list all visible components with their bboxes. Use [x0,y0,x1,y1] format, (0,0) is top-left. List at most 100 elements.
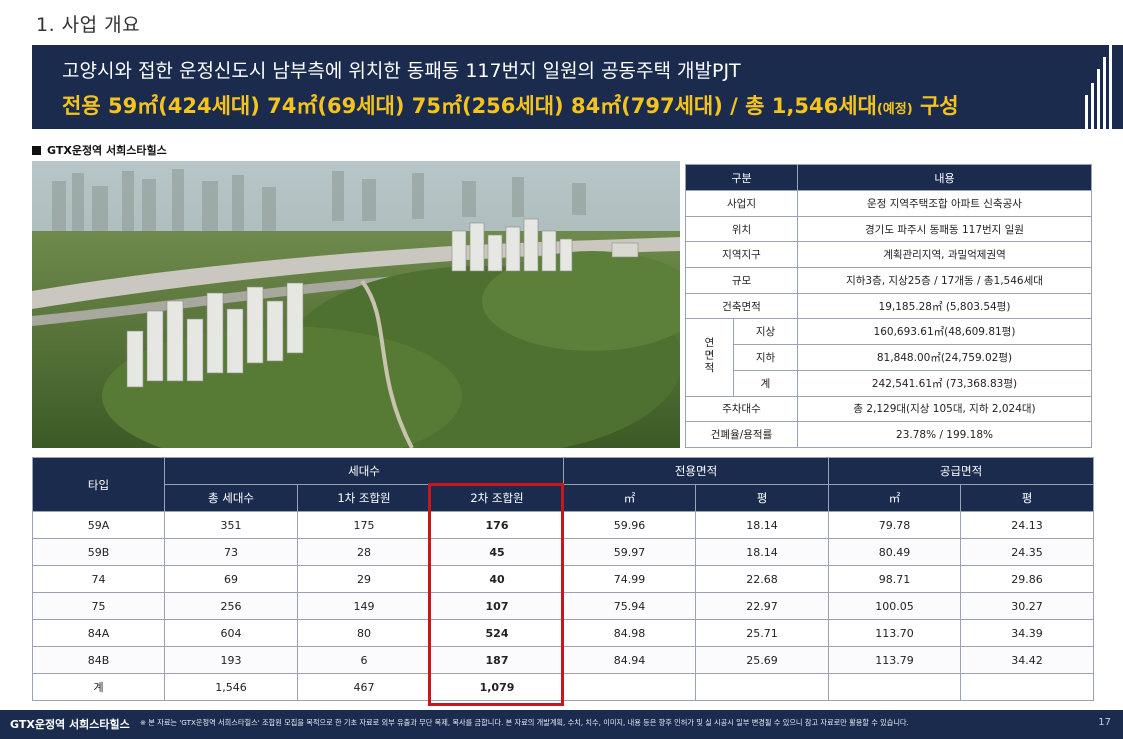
unit-type-table: 타입 세대수 전용면적 공급면적 총 세대수 1차 조합원 2차 조합원 ㎡ 평… [32,457,1095,701]
info-value: 운정 지역주택조합 아파트 신축공사 [797,190,1092,217]
cell-supply-pyeong: 29.86 [960,565,1095,593]
cell-supply-pyeong: 34.42 [960,646,1095,674]
cell-supply-m2: 100.05 [828,592,962,620]
cell-exclusive-m2: 75.94 [563,592,696,620]
table-row: 84A 604 80 524 84.98 25.71 113.70 34.39 [32,619,1095,647]
cell-total: 73 [164,538,298,566]
info-label: 지역지구 [685,241,798,269]
cell-second: 45 [430,538,564,566]
cell-type: 59B [32,538,165,566]
table-row: 59B 73 28 45 59.97 18.14 80.49 24.35 [32,538,1095,566]
table-total-row: 계 1,546 467 1,079 [32,673,1095,701]
cell-second: 187 [430,646,564,674]
info-label: 지상 [733,318,798,346]
info-row: 지하 81,848.00㎡(24,759.02평) [686,344,1092,371]
cell-first: 28 [297,538,431,566]
info-row: 사업지 운정 지역주택조합 아파트 신축공사 [685,190,1092,217]
header-supply-area: 공급면적 [828,457,1095,485]
cell-exclusive-pyeong: 18.14 [694,511,830,539]
table-row: 75 256 149 107 75.94 22.97 100.05 30.27 [32,592,1095,620]
info-row: 지역지구 계획관리지역, 과밀억제권역 [685,241,1092,269]
cell-exclusive-m2: 74.99 [563,565,696,593]
cell-first: 6 [297,646,431,674]
cell-first: 80 [297,619,431,647]
info-label: 위치 [685,215,798,243]
info-value: 160,693.61㎡(48,609.81평) [797,318,1092,346]
cell-supply-m2: 98.71 [828,565,962,593]
info-row: 계 242,541.61㎡ (73,368.83평) [686,369,1092,397]
info-row: 주차대수 총 2,129대(지상 105대, 지하 2,024대) [685,395,1092,423]
header-exclusive-area: 전용면적 [562,457,830,485]
footer-brand: GTX운정역 서희스타힐스 [10,718,130,731]
cell-supply-pyeong: 34.39 [960,619,1095,647]
info-value: 242,541.61㎡ (73,368.83평) [797,369,1092,397]
cell-total: 256 [164,592,298,620]
cell-total: 1,546 [164,673,298,701]
table-row: 84B 193 6 187 84.94 25.69 113.79 34.42 [32,646,1095,674]
floor-area-group-label: 연면적 [685,318,734,397]
building-bars-decoration [1085,45,1115,129]
cell-total: 69 [164,565,298,593]
info-value: 지하3층, 지상25층 / 17개동 / 총1,546세대 [797,267,1092,294]
info-value: 23.78% / 199.18% [797,421,1092,448]
cell-exclusive-pyeong: 22.97 [694,592,830,620]
header-second-members: 2차 조합원 [430,484,564,512]
page-number: 17 [1098,717,1111,728]
info-header-category: 구분 [685,164,798,191]
cell-total: 193 [164,646,298,674]
banner-unit-main: 전용 59㎡(424세대) 74㎡(69세대) 75㎡(256세대) 84㎡(7… [62,94,877,118]
header-supply-pyeong: 평 [960,484,1095,512]
table-row: 59A 351 175 176 59.96 18.14 79.78 24.13 [32,511,1095,539]
cell-second: 524 [430,619,564,647]
cell-second: 107 [430,592,564,620]
info-row: 건축면적 19,185.28㎡ (5,803.54평) [685,292,1092,320]
header-first-members: 1차 조합원 [297,484,431,512]
cell-second: 176 [430,511,564,539]
cell-type: 75 [32,592,165,620]
info-value: 총 2,129대(지상 105대, 지하 2,024대) [797,395,1092,423]
info-label: 사업지 [685,190,798,217]
cell-supply-m2: 113.79 [828,646,962,674]
info-label: 지하 [733,344,798,371]
cell-type: 84A [32,619,165,647]
cell-total: 351 [164,511,298,539]
info-value: 계획관리지역, 과밀억제권역 [797,241,1092,269]
info-row: 규모 지하3층, 지상25층 / 17개동 / 총1,546세대 [685,267,1092,294]
info-row: 위치 경기도 파주시 동패동 117번지 일원 [685,215,1092,243]
cell-exclusive-pyeong: 18.14 [694,538,830,566]
cell-first: 467 [297,673,431,701]
cell-first: 175 [297,511,431,539]
header-households: 세대수 [164,457,564,485]
info-label: 건폐율/용적률 [685,421,798,448]
complex-name-text: GTX운정역 서희스타힐스 [47,144,167,157]
cell-supply-pyeong: 24.35 [960,538,1095,566]
header-exclusive-m2: ㎡ [563,484,696,512]
cell-first: 149 [297,592,431,620]
cell-supply-m2: 113.70 [828,619,962,647]
cell-exclusive-pyeong [694,673,830,701]
cell-type: 84B [32,646,165,674]
cell-second: 40 [430,565,564,593]
header-exclusive-pyeong: 평 [694,484,830,512]
cell-first: 29 [297,565,431,593]
info-header-content: 내용 [797,164,1092,191]
info-value: 19,185.28㎡ (5,803.54평) [797,292,1092,320]
cell-exclusive-pyeong: 25.71 [694,619,830,647]
banner-unit-summary: 전용 59㎡(424세대) 74㎡(69세대) 75㎡(256세대) 84㎡(7… [62,90,959,120]
cell-supply-pyeong [960,673,1095,701]
cell-exclusive-m2 [563,673,696,701]
summary-banner: 고양시와 접한 운정신도시 남부측에 위치한 동패동 117번지 일원의 공동주… [32,45,1123,129]
info-label: 규모 [685,267,798,294]
info-value: 81,848.00㎡(24,759.02평) [797,344,1092,371]
cell-exclusive-m2: 84.98 [563,619,696,647]
cell-total: 604 [164,619,298,647]
project-info-table: 구분 내용 사업지 운정 지역주택조합 아파트 신축공사 위치 경기도 파주시 … [685,164,1092,448]
section-title: 1. 사업 개요 [36,14,141,36]
complex-name-heading: GTX운정역 서희스타힐스 [32,142,167,158]
cell-supply-m2: 79.78 [828,511,962,539]
header-type: 타입 [32,457,165,512]
cell-type: 계 [32,673,165,701]
cell-exclusive-m2: 59.97 [563,538,696,566]
header-total-households: 총 세대수 [164,484,298,512]
banner-unit-tail: 구성 [912,94,959,118]
